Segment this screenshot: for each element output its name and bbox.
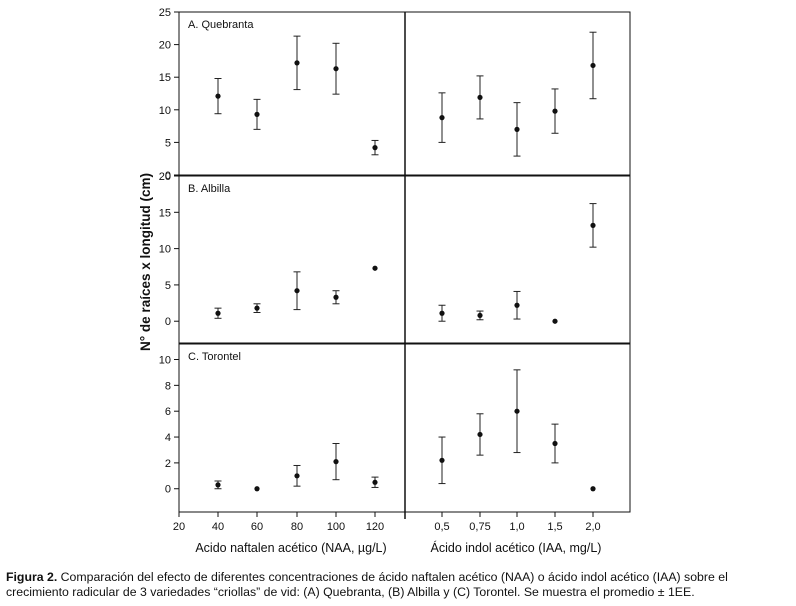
data-point-p2-iaa-2 (514, 408, 520, 414)
panel-title-1: B. Albilla (188, 183, 231, 195)
caption-label: Figura 2. (6, 570, 58, 584)
figure-caption: Figura 2. Comparación del efecto de dife… (6, 570, 792, 600)
y-tick-label-0-0: 0 (165, 170, 171, 182)
x-tick-label-naa-5: 120 (366, 521, 384, 533)
data-point-p1-iaa-3 (552, 318, 558, 324)
data-point-p2-naa-1 (254, 486, 260, 492)
data-point-p0-iaa-0 (439, 115, 445, 121)
data-point-p2-iaa-1 (477, 431, 483, 438)
data-point-p0-naa-2 (294, 60, 300, 66)
data-point-p2-naa-3 (333, 459, 339, 465)
caption-text: Comparación del efecto de diferentes con… (6, 570, 728, 599)
data-point-p2-naa-0 (215, 482, 221, 488)
x-tick-label-iaa-1: 0,75 (469, 521, 490, 533)
data-point-p1-naa-2 (294, 288, 300, 294)
x-tick-label-iaa-3: 1,5 (547, 521, 562, 533)
y-tick-label-1-0: 0 (165, 316, 171, 328)
y-tick-label-0-3: 15 (159, 72, 171, 84)
y-tick-label-0-5: 25 (159, 7, 171, 19)
y-tick-label-0-4: 20 (159, 40, 171, 52)
data-point-p1-iaa-1 (477, 312, 483, 319)
x-tick-label-naa-3: 80 (291, 521, 303, 533)
y-tick-label-2-2: 4 (165, 432, 171, 444)
x-tick-label-naa-1: 40 (212, 521, 224, 533)
data-point-p0-iaa-4 (590, 62, 596, 69)
data-point-p1-naa-4 (372, 265, 378, 271)
x-tick-label-naa-2: 60 (251, 521, 263, 533)
y-tick-label-2-1: 2 (165, 458, 171, 470)
data-point-p0-naa-0 (215, 93, 221, 99)
data-point-p1-iaa-2 (514, 302, 520, 308)
data-point-p2-naa-2 (294, 473, 300, 479)
y-tick-label-0-2: 10 (159, 105, 171, 117)
data-point-p0-iaa-2 (514, 126, 520, 132)
data-point-p1-naa-0 (215, 310, 221, 316)
data-point-p2-naa-4 (372, 479, 378, 485)
data-point-p0-iaa-1 (477, 94, 483, 101)
data-point-p1-naa-3 (333, 294, 339, 300)
data-point-p0-naa-1 (254, 111, 260, 117)
y-tick-label-2-5: 10 (159, 355, 171, 367)
data-point-p2-iaa-0 (439, 457, 445, 463)
data-point-p1-iaa-4 (590, 222, 596, 228)
x-tick-label-naa-0: 20 (173, 521, 185, 533)
data-point-p0-naa-3 (333, 66, 339, 72)
y-tick-label-2-0: 0 (165, 484, 171, 496)
data-point-p2-iaa-3 (552, 440, 558, 447)
y-tick-label-1-2: 10 (159, 244, 171, 256)
x-axis-label-iaa: Ácido indol acético (IAA, mg/L) (431, 540, 602, 555)
data-point-p1-naa-1 (254, 305, 260, 311)
y-tick-label-0-1: 5 (165, 137, 171, 149)
y-tick-label-2-3: 6 (165, 406, 171, 418)
y-tick-label-1-1: 5 (165, 280, 171, 292)
y-axis-label: N° de raíces x longitud (cm) (138, 173, 153, 351)
y-tick-label-1-4: 20 (159, 171, 171, 183)
x-tick-label-naa-4: 100 (327, 521, 345, 533)
x-tick-label-iaa-0: 0,5 (434, 521, 449, 533)
x-axis-label-naa: Acido naftalen acético (NAA, µg/L) (195, 541, 386, 555)
data-point-p1-iaa-0 (439, 310, 445, 316)
y-tick-label-1-3: 15 (159, 207, 171, 219)
data-point-p0-naa-4 (372, 145, 378, 151)
x-tick-label-iaa-2: 1,0 (509, 521, 524, 533)
x-tick-label-iaa-4: 2,0 (585, 521, 600, 533)
data-point-p0-iaa-3 (552, 108, 558, 114)
y-tick-label-2-4: 8 (165, 380, 171, 392)
panel-title-2: C. Torontel (188, 351, 241, 363)
data-point-p2-iaa-4 (590, 486, 596, 492)
panel-title-0: A. Quebranta (188, 19, 254, 31)
